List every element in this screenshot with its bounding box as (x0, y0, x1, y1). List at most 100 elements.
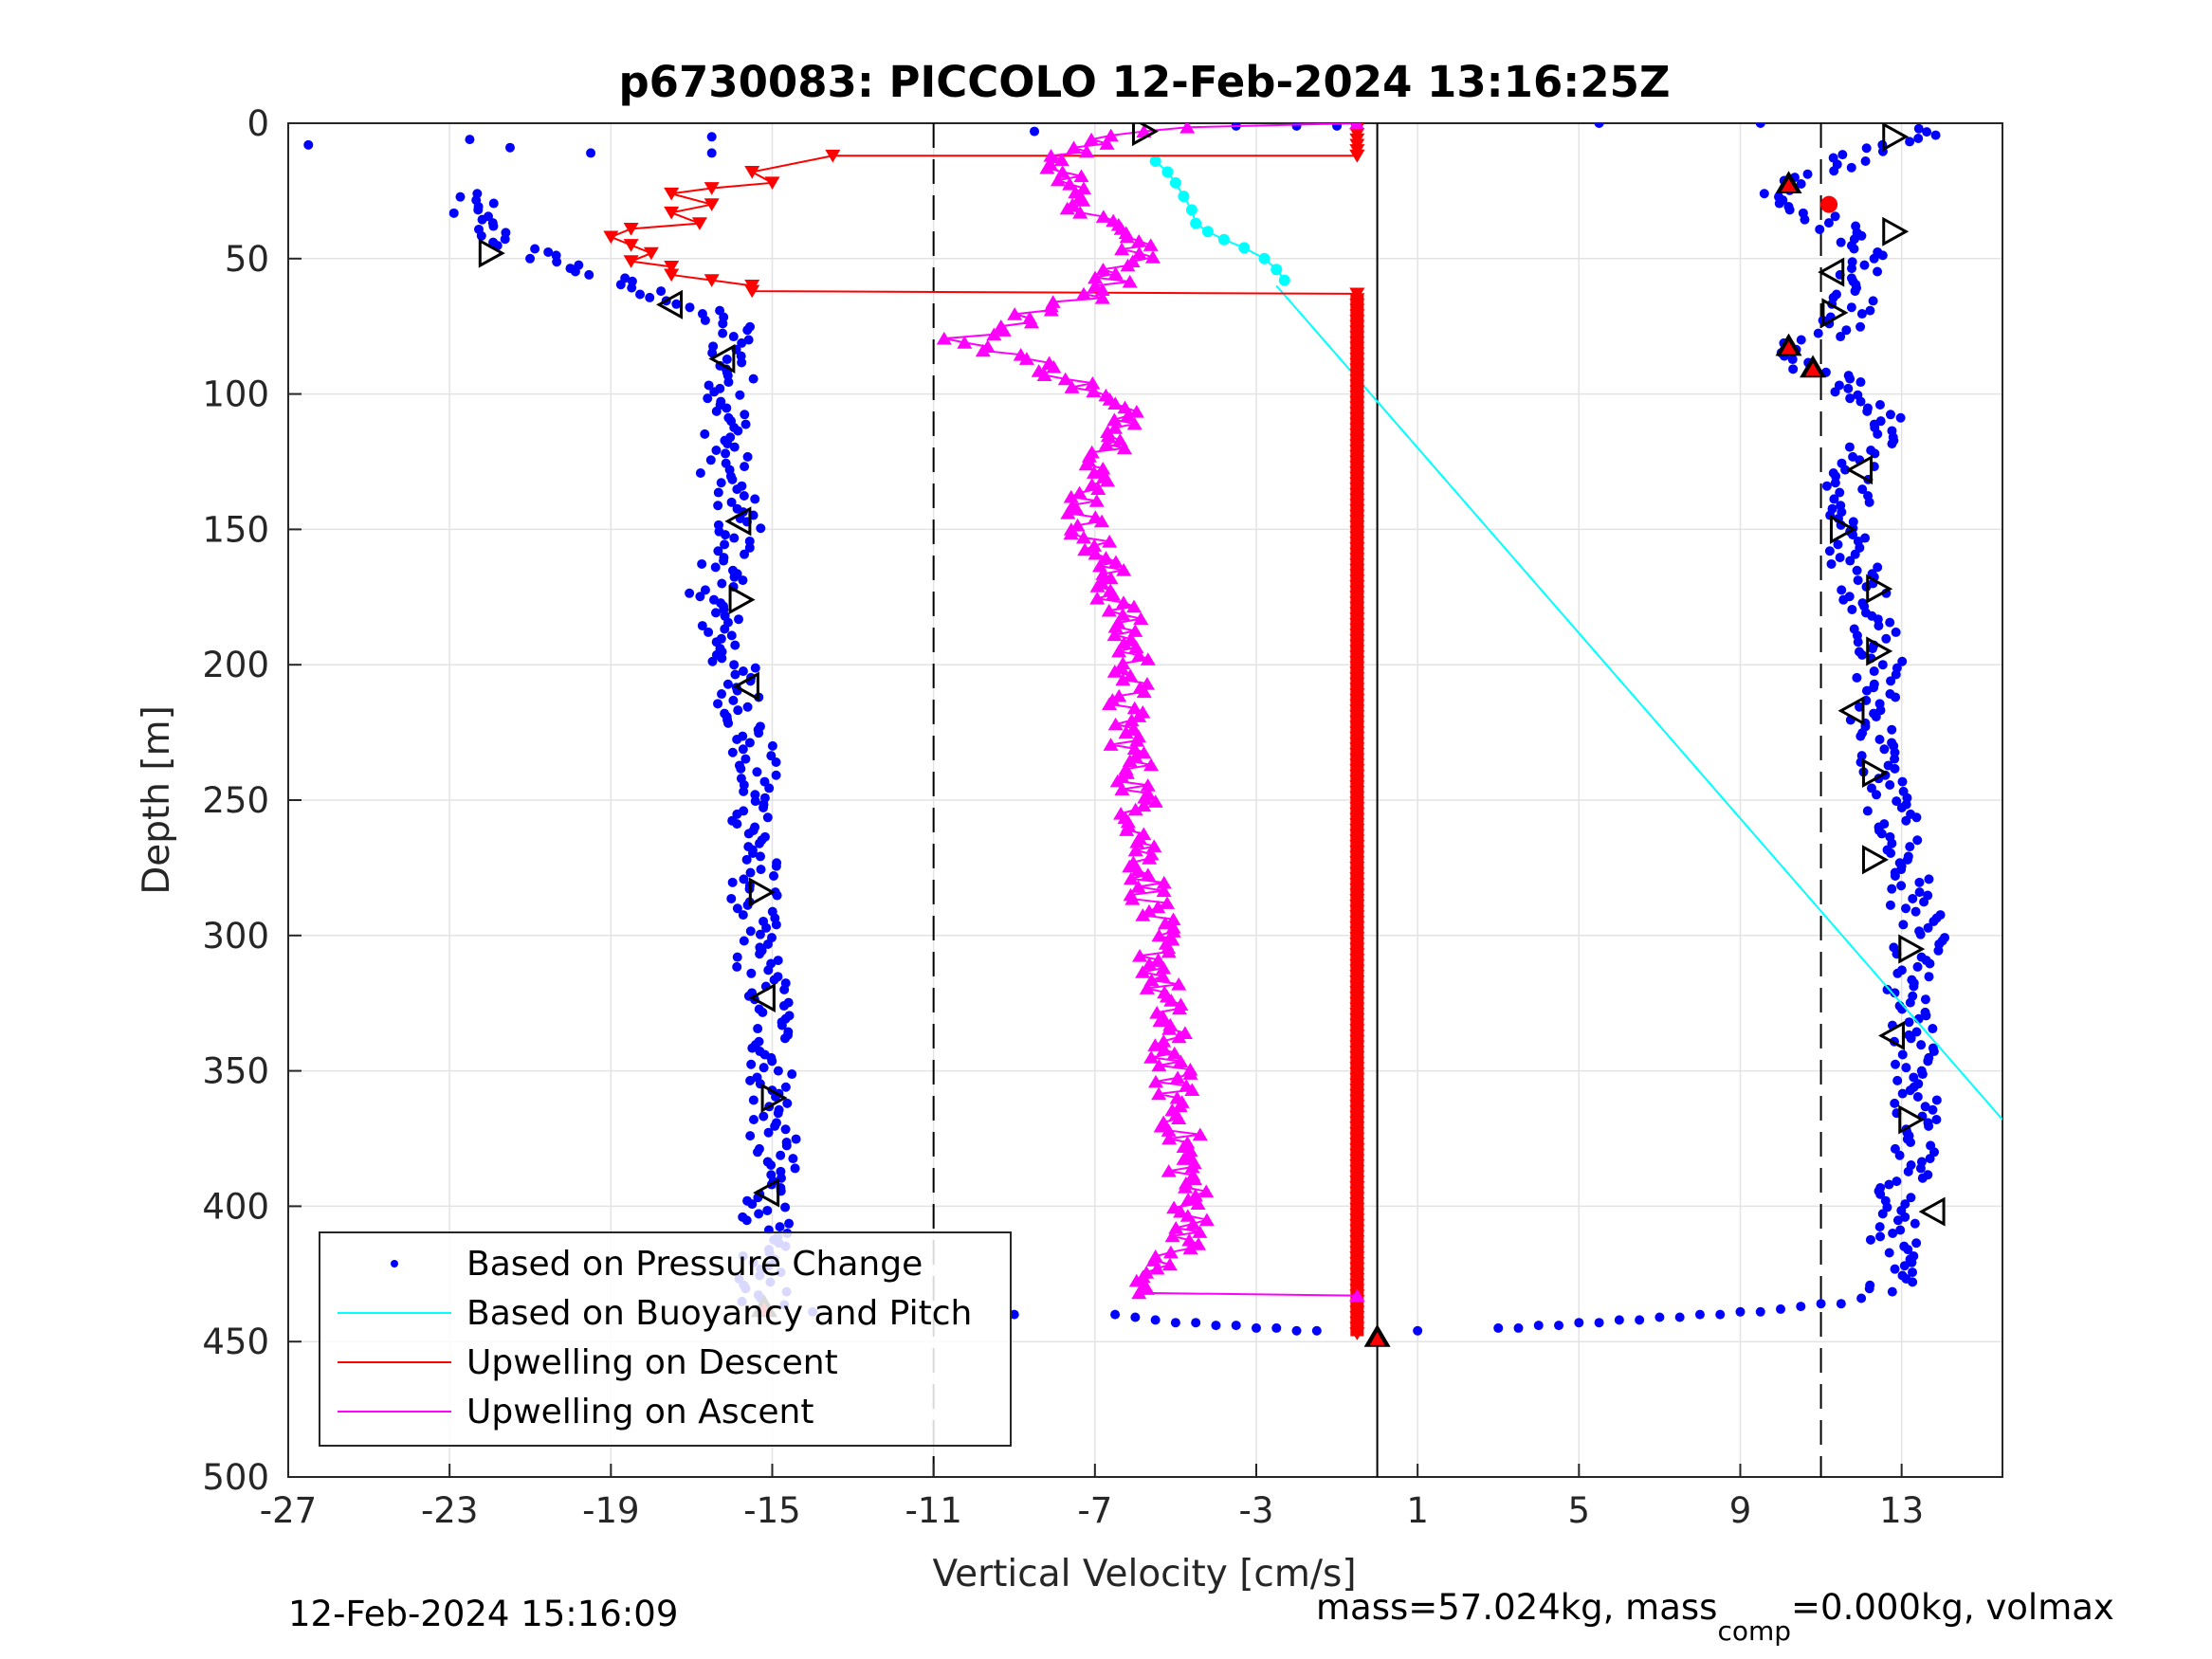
pressure-point (1859, 260, 1870, 270)
pressure-point (1891, 692, 1901, 702)
y-tick-label: 150 (202, 509, 269, 550)
pressure-point (1891, 627, 1901, 637)
pressure-point (1925, 1154, 1935, 1164)
pressure-point (1897, 656, 1908, 666)
ascent-marker (1171, 977, 1187, 991)
pressure-point (780, 1082, 791, 1092)
direction-marker (732, 671, 759, 702)
ascent-marker (1122, 274, 1138, 288)
pressure-point (773, 1066, 783, 1076)
pressure-point (1929, 916, 1939, 926)
pressure-point (1876, 829, 1887, 839)
descent-marker (664, 268, 680, 283)
ascent-marker (1156, 960, 1172, 975)
ascent-marker (975, 343, 991, 357)
pressure-point (1886, 676, 1896, 686)
pressure-point (1877, 1209, 1888, 1219)
direction-marker (1898, 934, 1926, 964)
ascent-marker (1143, 757, 1160, 772)
pressure-point (530, 244, 540, 254)
legend-label-ascent: Upwelling on Ascent (466, 1393, 814, 1431)
ascent-marker (1164, 1229, 1180, 1243)
pressure-point (1694, 1309, 1705, 1320)
pressure-point (767, 1056, 777, 1066)
ascent-marker (996, 323, 1012, 337)
ascent-marker (1150, 953, 1166, 966)
pressure-point (1903, 1166, 1913, 1176)
pressure-point (748, 1095, 759, 1105)
pressure-point (500, 234, 510, 245)
descent-marker (704, 274, 720, 287)
ascent-marker (1079, 144, 1095, 158)
pressure-point (726, 497, 737, 507)
pressure-point (1887, 884, 1897, 894)
ascent-marker (1043, 149, 1059, 162)
ascent-marker (1161, 1123, 1177, 1137)
ascent-marker (1165, 924, 1181, 938)
pressure-point (1821, 481, 1832, 491)
buoyancy-point (1149, 155, 1161, 167)
pressure-point (771, 861, 781, 871)
pressure-point (729, 533, 740, 543)
ascent-marker (1139, 1282, 1155, 1295)
ascent-marker (1127, 843, 1143, 857)
ascent-marker (1184, 1159, 1200, 1174)
pressure-point (732, 961, 742, 972)
direction-marker (760, 1083, 788, 1113)
legend: Based on Pressure Change Based on Buoyan… (319, 1231, 1012, 1447)
pressure-point (754, 1209, 764, 1219)
pressure-point (1903, 1245, 1913, 1255)
ascent-marker (1099, 137, 1115, 150)
ascent-marker (1107, 396, 1124, 410)
ascent-marker (1143, 238, 1159, 251)
pressure-point (1877, 660, 1888, 670)
pressure-point (733, 705, 743, 716)
pressure-point (706, 148, 717, 158)
pressure-point (1110, 1309, 1121, 1320)
pressure-point (1905, 842, 1915, 852)
pressure-point (1925, 958, 1935, 969)
pressure-point (769, 975, 779, 985)
buoyancy-point (1190, 217, 1202, 229)
pressure-point (771, 757, 781, 768)
ascent-marker (1118, 725, 1134, 738)
direction-marker (478, 238, 505, 268)
pressure-point (1928, 1104, 1938, 1115)
red-triangle-marker (1369, 1332, 1385, 1345)
ascent-marker (1155, 969, 1171, 983)
pressure-point (769, 870, 779, 881)
ascent-marker (1146, 839, 1162, 852)
pressure-point (695, 467, 705, 478)
pressure-point (1654, 1312, 1665, 1322)
pressure-point (1856, 309, 1867, 319)
pressure-point (1908, 893, 1918, 903)
pressure-point (704, 627, 714, 637)
pressure-point (697, 621, 707, 631)
chart-title: p6730083: PICCOLO 12-Feb-2024 13:16:25Z (618, 57, 1670, 107)
pressure-point (1856, 321, 1866, 332)
pressure-point (1914, 877, 1925, 887)
direction-marker (748, 982, 776, 1013)
pressure-point (745, 867, 756, 878)
pressure-point (615, 280, 626, 290)
pressure-point (740, 462, 750, 472)
ascent-marker (1140, 652, 1156, 665)
pressure-point (1614, 1315, 1624, 1325)
ascent-marker (1046, 359, 1062, 374)
pressure-point (1845, 556, 1856, 566)
ascent-marker (1184, 1083, 1200, 1096)
ascent-marker (1150, 900, 1166, 914)
pressure-point (1170, 1318, 1180, 1328)
pressure-point (1837, 585, 1847, 595)
descent-marker (691, 217, 707, 230)
pressure-point (1898, 920, 1909, 930)
pressure-point (1860, 155, 1871, 166)
pressure-point (1796, 178, 1806, 189)
pressure-point (722, 403, 732, 413)
ascent-marker (1179, 1209, 1196, 1222)
buoyancy-line (1275, 284, 2002, 1121)
ascent-marker (1063, 526, 1079, 540)
ascent-marker (1088, 279, 1104, 292)
ascent-marker (1139, 981, 1155, 994)
pressure-point (1905, 997, 1915, 1008)
